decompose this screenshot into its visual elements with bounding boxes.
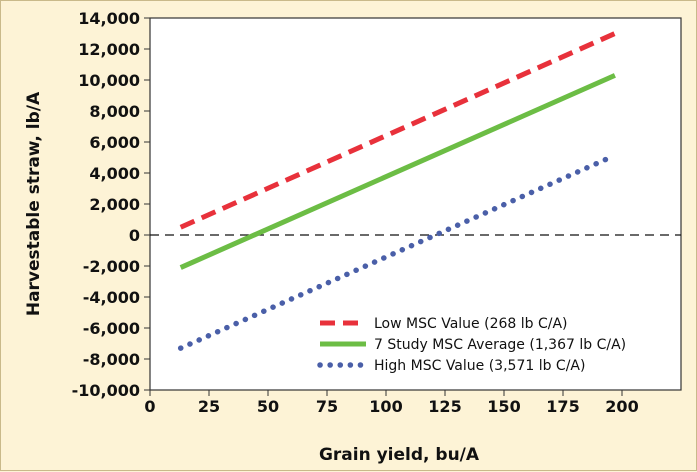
plot-area [149, 17, 682, 391]
y-tick-label: -8,000 [83, 350, 140, 369]
y-tick-label: 2,000 [89, 195, 140, 214]
x-axis-title: Grain yield, bu/A [319, 445, 480, 465]
x-tick-label: 100 [369, 397, 402, 416]
x-tick-label: 150 [487, 397, 520, 416]
y-tick-label: -6,000 [83, 319, 140, 338]
y-tick-label: 12,000 [78, 40, 140, 59]
x-tick-label: 175 [546, 397, 579, 416]
legend-label: High MSC Value (3,571 lb C/A) [374, 358, 585, 374]
x-tick-label: 200 [605, 397, 638, 416]
y-tick-label: 6,000 [89, 133, 140, 152]
series-line-high-msc-value-3-571-lb-c-a [177, 154, 613, 351]
legend: Low MSC Value (268 lb C/A) 7 Study MSC Av… [317, 316, 626, 374]
y-tick-label: 4,000 [89, 164, 140, 183]
x-tick-label: 50 [257, 397, 279, 416]
x-tick-label: 0 [144, 397, 155, 416]
y-tick-label: -4,000 [83, 288, 140, 307]
x-tick-label: 75 [316, 397, 338, 416]
legend-label: 7 Study MSC Average (1,367 lb C/A) [374, 337, 626, 353]
x-tick-label: 125 [428, 397, 461, 416]
x-tick-label: 25 [198, 397, 220, 416]
y-tick-label: 10,000 [78, 71, 140, 90]
y-tick-label: -10,000 [72, 381, 140, 400]
y-tick-label: 0 [129, 226, 140, 245]
series-line-7-study-msc-average-1-367-lb-c-a [179, 73, 616, 270]
y-tick-label: 14,000 [78, 9, 140, 28]
y-tick-label: -2,000 [83, 257, 140, 276]
series-line-low-msc-value-268-lb-c-a [179, 31, 616, 230]
y-tick-label: 8,000 [89, 102, 140, 121]
legend-label: Low MSC Value (268 lb C/A) [374, 316, 568, 332]
y-axis-title: Harvestable straw, lb/A [24, 91, 44, 316]
